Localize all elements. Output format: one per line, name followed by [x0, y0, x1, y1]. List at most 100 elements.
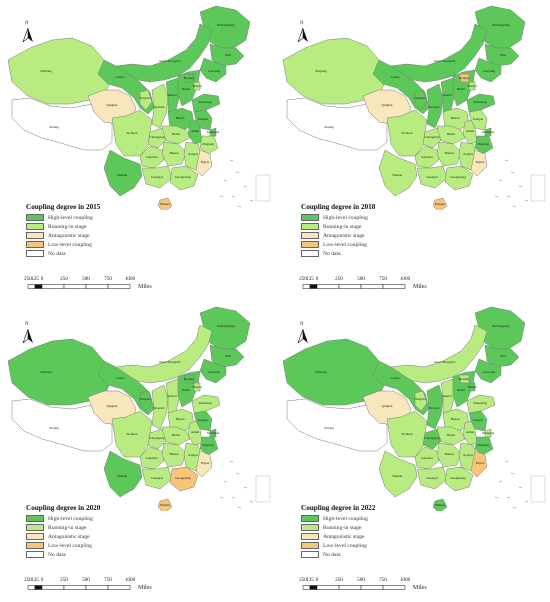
island-dash [512, 205, 517, 208]
province-label: Shanxi [442, 93, 451, 97]
legend-label: Running-in stage [48, 223, 87, 230]
province-label: Shanxi [167, 93, 176, 97]
province-label: Gansu [391, 75, 400, 79]
province-xizang [11, 97, 113, 151]
province-label: Sichuan [127, 131, 138, 135]
island-dash [249, 199, 254, 202]
north-label: N [25, 322, 29, 327]
province-label: Heilongjiang [492, 23, 510, 27]
province-label: Fujian [476, 461, 485, 465]
island-dash [518, 185, 523, 188]
province-label: Jiangsu [198, 117, 208, 121]
province-label: Heilongjiang [217, 324, 235, 328]
island-dash [223, 179, 228, 182]
province-tianjin [468, 382, 476, 392]
province-label: Shaanxi [154, 105, 165, 109]
scale-tick-label: 250 [299, 577, 307, 583]
province-label: Yunnan [392, 173, 403, 177]
province-chongqing [422, 127, 442, 149]
legend-label: Low-level coupling [323, 542, 367, 549]
legend-item-antagonistic: Antagonistic stage [301, 231, 441, 240]
scale-unit: Miles [138, 585, 152, 591]
north-arrow-icon [22, 329, 33, 343]
island-dash [235, 472, 240, 475]
province-label: Sichuan [127, 432, 138, 436]
province-ningxia [414, 390, 428, 412]
legend-item-antagonistic: Antagonistic stage [26, 532, 166, 541]
province-hunan [436, 141, 462, 167]
island-dash [243, 185, 248, 188]
province-label: Anhui [191, 129, 200, 133]
island-dash [223, 480, 228, 483]
province-label: Sichuan [402, 432, 413, 436]
province-shaanxi [426, 83, 444, 129]
province-chongqing [147, 127, 167, 149]
scale-bar: 250 125 0 250 500 750 1000 Miles [299, 577, 441, 591]
scale-unit: Miles [138, 284, 152, 290]
province-label: Beijing [184, 377, 194, 381]
scale-bar-graphic [302, 284, 406, 289]
legend-label: Low-level coupling [48, 542, 92, 549]
province-yunnan [378, 450, 418, 498]
province-liaoning [474, 57, 502, 83]
province-guizhou [414, 145, 440, 169]
legend-swatch [26, 542, 44, 549]
province-label: Ningxia [140, 96, 151, 100]
legend-item-high: High-level coupling [26, 514, 166, 523]
island-dash [229, 460, 234, 463]
province-label: Inner Mongolia [159, 59, 181, 63]
province-label: Jilin [500, 354, 506, 358]
china-map: Heilongjiang Jilin Liaoning Inner Mongolia X… [282, 5, 546, 210]
scale-tick-label: 250 [335, 276, 343, 282]
legend-label: High-level coupling [48, 515, 93, 522]
north-arrow-icon [297, 28, 308, 42]
legend-swatch [26, 232, 44, 239]
scale-tick-label: 0 [315, 276, 319, 282]
legend-item-high: High-level coupling [301, 514, 441, 523]
legend-item-running: Running-in stage [26, 523, 166, 532]
province-shanghai [209, 428, 217, 438]
province-shanghai [484, 127, 492, 137]
province-label: Chongqing [424, 436, 439, 440]
legend-label: No data [323, 250, 341, 257]
map-panel: Heilongjiang Jilin Liaoning Inner Mongolia X… [0, 0, 275, 301]
province-label: Jiangsu [473, 418, 483, 422]
province-fujian [470, 450, 488, 478]
province-label: Hubei [172, 132, 180, 136]
scale-tick-label: 250 [60, 276, 68, 282]
legend-swatch [26, 241, 44, 248]
scale-tick-label: 250 [299, 276, 307, 282]
province-label: Hainan [435, 202, 445, 206]
province-label: Xinjiang [315, 370, 327, 374]
province-xizang [286, 97, 388, 151]
legend-item-low: Low-level coupling [26, 240, 166, 249]
province-label: Xizang [49, 125, 59, 129]
province-label: Hunan [444, 452, 453, 456]
province-inner-mongolia [115, 324, 213, 384]
province-label: Tianjin [192, 385, 202, 389]
island-dash [494, 496, 499, 499]
province-label: Qinghai [382, 404, 393, 408]
province-label: Hainan [160, 202, 170, 206]
island-dash [504, 460, 509, 463]
south-china-sea-inset [255, 475, 271, 503]
legend-swatch [26, 214, 44, 221]
province-label: Liaoning [483, 69, 496, 73]
legend-swatch [26, 515, 44, 522]
scale-unit: Miles [413, 585, 427, 591]
province-label: Jilin [500, 53, 506, 57]
province-fujian [195, 450, 213, 478]
province-label: Jilin [225, 354, 231, 358]
province-label: Xinjiang [40, 370, 52, 374]
province-label: Hubei [447, 132, 455, 136]
legend-swatch [301, 515, 319, 522]
north-arrow-icon [297, 329, 308, 343]
province-liaoning [199, 57, 227, 83]
legend-item-low: Low-level coupling [26, 541, 166, 550]
province-inner-mongolia [390, 23, 488, 83]
province-xizang [11, 398, 113, 452]
scale-tick-label: 125 [306, 577, 314, 583]
island-dash [498, 179, 503, 182]
province-label: Jiangsu [198, 418, 208, 422]
legend-item-nodata: No data [26, 249, 166, 258]
